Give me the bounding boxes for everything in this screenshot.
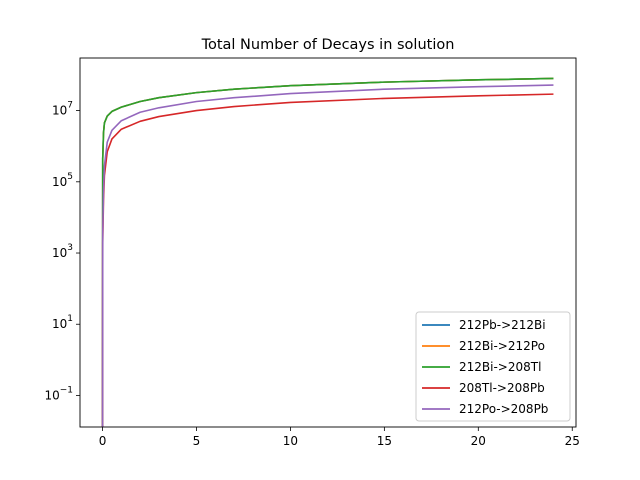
- legend-label: 208Tl->208Pb: [459, 381, 545, 395]
- legend-label: 212Bi->208Tl: [459, 360, 541, 374]
- legend-label: 212Po->208Pb: [459, 402, 548, 416]
- y-tick-base: 10: [44, 388, 59, 402]
- y-tick-exponent: 1: [67, 314, 73, 324]
- series-layer: [101, 77, 554, 427]
- chart-title: Total Number of Decays in solution: [201, 37, 455, 53]
- x-tick-label: 0: [99, 434, 107, 448]
- y-tick-exponent: 3: [67, 243, 73, 253]
- legend-box: [415, 311, 571, 422]
- series-line-5: [101, 84, 554, 427]
- y-tick-exponent: −1: [60, 385, 73, 395]
- series-line-3: [101, 77, 554, 427]
- y-tick-label: 105: [52, 172, 73, 189]
- x-tick-label: 15: [377, 434, 392, 448]
- y-tick-base: 10: [52, 104, 67, 118]
- x-tick-label: 20: [471, 434, 486, 448]
- legend-label: 212Bi->212Po: [459, 339, 545, 353]
- y-tick-base: 10: [52, 175, 67, 189]
- x-tick-label: 5: [193, 434, 201, 448]
- plot-frame: [79, 57, 577, 428]
- y-tick-label: 107: [52, 101, 73, 118]
- y-tick-base: 10: [52, 246, 67, 260]
- y-tick-label: 103: [52, 243, 73, 260]
- y-tick-label: 101: [52, 314, 73, 331]
- x-tick-label: 10: [283, 434, 298, 448]
- x-tick-label: 25: [565, 434, 580, 448]
- legend-label: 212Pb->212Bi: [459, 318, 546, 332]
- y-tick-exponent: 7: [67, 101, 73, 111]
- y-tick-exponent: 5: [67, 172, 73, 182]
- y-tick-base: 10: [52, 317, 67, 331]
- y-tick-label: 10−1: [44, 385, 73, 402]
- legend: 212Pb->212Bi 212Bi->212Po 212Bi->208Tl 208T…: [415, 311, 571, 422]
